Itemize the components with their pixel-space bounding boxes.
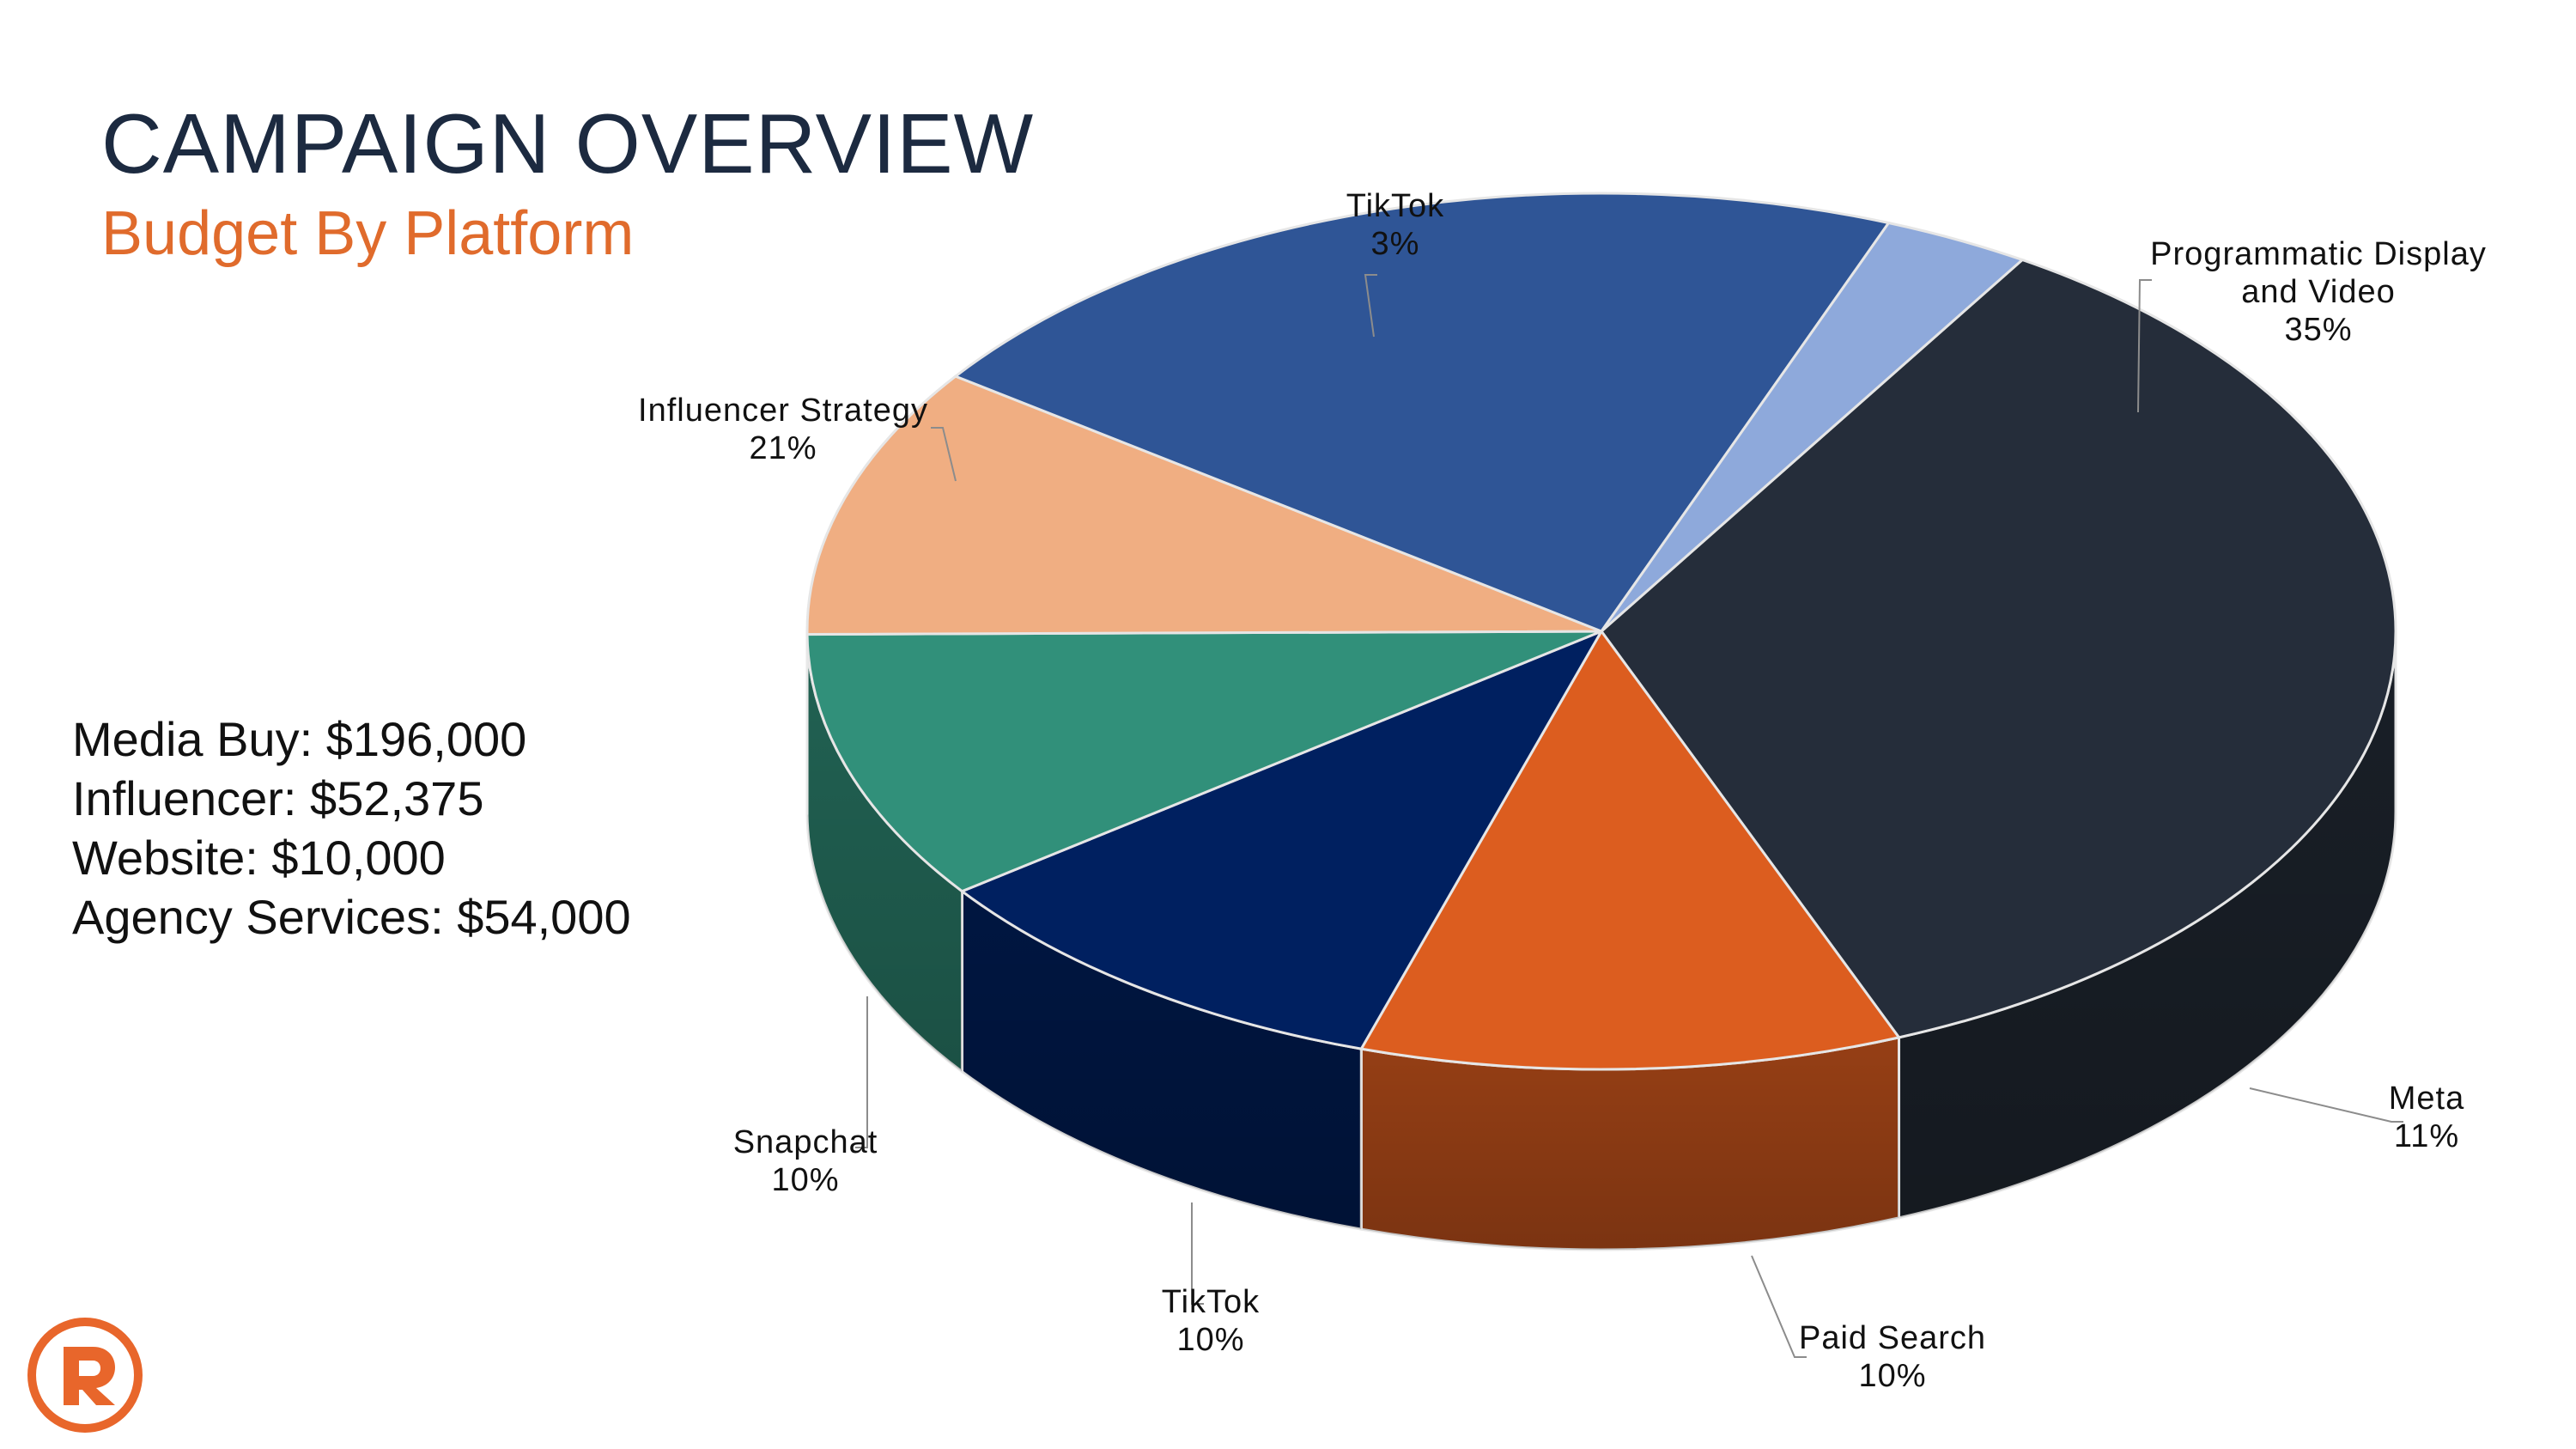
budget-summary: Media Buy: $196,000 Influencer: $52,375 … — [72, 709, 631, 947]
slice-name-label-2: Paid Search — [1799, 1320, 1986, 1356]
budget-line-website: Website: $10,000 — [72, 831, 446, 885]
r-logo-icon — [27, 1318, 143, 1433]
leader-line-3 — [1191, 1202, 1204, 1305]
pie-tops — [805, 192, 2397, 1071]
leader-line-6 — [1364, 274, 1377, 338]
leader-line-0 — [2137, 279, 2152, 413]
slice-name-label-3: TikTok — [1162, 1284, 1260, 1320]
pie-side-shade-2 — [962, 891, 1362, 1230]
budget-line-influencer: Influencer: $52,375 — [72, 771, 484, 825]
slice-percent-label-0: 35% — [2284, 312, 2352, 348]
slice-percent-label-1: 11% — [2394, 1118, 2459, 1154]
slice-name-label-4: Snapchat — [733, 1124, 878, 1160]
leader-line-2 — [1751, 1255, 1807, 1358]
slice-name-label-6: TikTok — [1346, 188, 1444, 224]
pie-side-shade-1 — [1361, 1037, 1899, 1250]
pie-side-shade-3 — [807, 634, 963, 1072]
page-subtitle: Budget By Platform — [101, 199, 635, 268]
slice-name-label-1: Meta — [2389, 1081, 2464, 1117]
pie-sides — [805, 630, 2397, 1251]
pie-side-shade-0 — [1899, 631, 2396, 1218]
budget-line-agency-services: Agency Services: $54,000 — [72, 890, 631, 944]
leader-line-5 — [931, 427, 957, 482]
slice-percent-label-3: 10% — [1176, 1322, 1244, 1358]
slice-name-label-0: Programmatic Display — [2150, 236, 2487, 272]
pie-slice-meta-1 — [1358, 629, 1902, 1071]
slice-name-label-5: Influencer Strategy — [638, 393, 928, 429]
slice-percent-label-4: 10% — [771, 1162, 839, 1198]
pie-slice-tiktok-3 — [805, 630, 1602, 893]
pie-slice-influencer-strategy-5 — [952, 192, 1892, 633]
slice-name-label-0: and Video — [2241, 274, 2395, 310]
slice-percent-label-2: 10% — [1858, 1358, 1926, 1394]
page-title: CAMPAIGN OVERVIEW — [101, 96, 1035, 191]
leader-line-4 — [855, 996, 868, 1148]
slice-percent-label-6: 3% — [1371, 226, 1420, 262]
pie-slice-paid-search-2 — [959, 628, 1605, 1050]
pie-slice-tiktok-6 — [1600, 221, 2026, 633]
pie-slice-programmatic-display-and-video-0 — [1599, 258, 2397, 1039]
leader-line-1 — [2249, 1087, 2403, 1123]
pie-leaders — [855, 274, 2403, 1358]
budget-line-media-buy: Media Buy: $196,000 — [72, 712, 527, 766]
pie-slice-snapchat-4 — [805, 374, 1602, 636]
slice-percent-label-5: 21% — [749, 430, 817, 466]
